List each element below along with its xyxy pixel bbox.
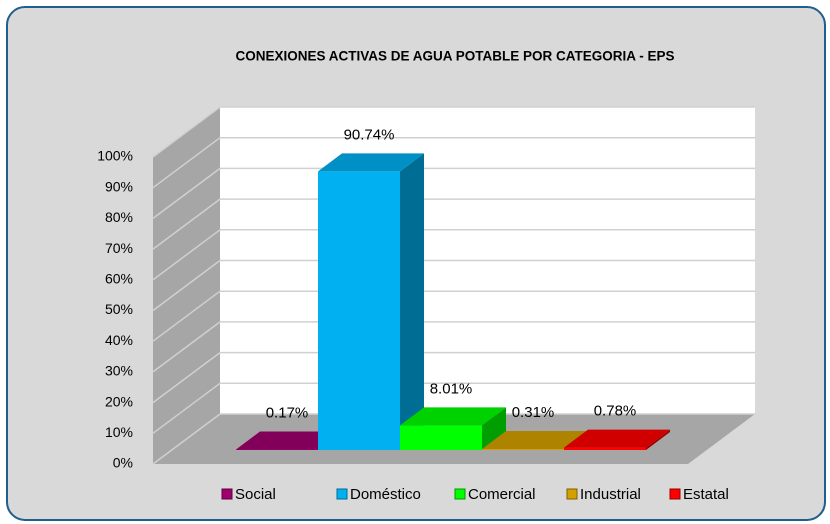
bar-front	[400, 425, 482, 450]
legend-label: Social	[235, 486, 276, 503]
y-tick-label: 80%	[105, 209, 133, 225]
data-label: 8.01%	[430, 380, 473, 397]
legend-swatch	[669, 488, 681, 500]
bar-side	[646, 429, 670, 450]
legend-swatch	[454, 488, 466, 500]
data-label: 0.31%	[512, 404, 555, 421]
grid-line	[152, 290, 221, 342]
y-tick-label: 10%	[105, 424, 133, 440]
grid-line	[152, 413, 221, 465]
y-tick-label: 40%	[105, 332, 133, 348]
y-tick-label: 100%	[97, 148, 133, 164]
bar-front	[482, 449, 564, 450]
y-tick-label: 60%	[105, 271, 133, 287]
legend-swatch	[336, 488, 348, 500]
legend-swatch	[221, 488, 233, 500]
bar-top	[482, 431, 588, 450]
grid-line	[152, 137, 221, 189]
bar-side	[400, 153, 424, 450]
legend-label: Doméstico	[350, 486, 421, 503]
chart-title: CONEXIONES ACTIVAS DE AGUA POTABLE POR C…	[235, 49, 674, 64]
grid-line	[152, 259, 221, 312]
bar-side	[482, 407, 506, 450]
grid-line	[152, 198, 221, 250]
legend-label: Industrial	[580, 486, 641, 503]
data-label: 0.78%	[594, 403, 637, 420]
grid-line	[152, 167, 221, 220]
y-tick-label: 90%	[105, 178, 133, 194]
y-tick-label: 50%	[105, 301, 133, 317]
bar-front	[318, 171, 400, 450]
bar-top	[564, 429, 670, 448]
grid-line	[152, 106, 221, 158]
bar-top	[318, 153, 424, 172]
legend-label: Comercial	[468, 486, 536, 503]
grid-line	[152, 321, 221, 373]
grid-line	[152, 382, 221, 434]
data-label: 0.17%	[266, 404, 309, 421]
bar-top	[236, 431, 342, 450]
grid-line	[152, 229, 221, 281]
bar-top	[400, 407, 506, 426]
legend-swatch	[566, 488, 578, 500]
y-tick-label: 0%	[113, 455, 133, 471]
bar-front	[564, 447, 646, 450]
y-tick-label: 70%	[105, 240, 133, 256]
y-tick-label: 30%	[105, 363, 133, 379]
grid-line	[152, 351, 221, 404]
y-tick-label: 20%	[105, 393, 133, 409]
data-label: 90.74%	[344, 126, 395, 143]
legend-label: Estatal	[683, 486, 729, 503]
bar-front	[236, 449, 318, 450]
